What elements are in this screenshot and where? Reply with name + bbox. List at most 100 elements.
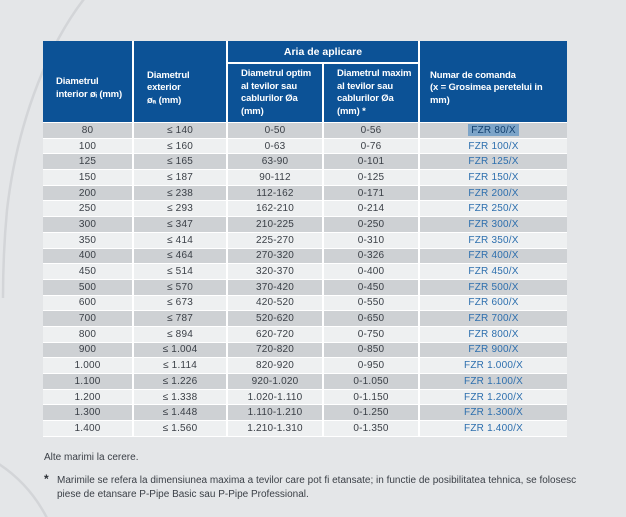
table-row: 300 ≤ 347 210-225 0-250 FZR 300/X (43, 217, 567, 233)
optimal-range-cell: 90-112 (228, 170, 324, 186)
order-number-link[interactable]: FZR 700/X (420, 311, 567, 327)
inner-diameter-cell: 80 (43, 123, 134, 139)
optimal-range-cell: 520-620 (228, 311, 324, 327)
order-number-link[interactable]: FZR 1.200/X (420, 389, 567, 406)
table-row: 200 ≤ 238 112-162 0-171 FZR 200/X (43, 185, 567, 202)
table-row: 1.200 ≤ 1.338 1.020-1.110 0-1.150 FZR 1.200/… (43, 389, 567, 406)
optimal-range-cell: 920-1.020 (228, 374, 324, 390)
outer-diameter-cell: ≤ 1.448 (134, 405, 228, 422)
order-number-link[interactable]: FZR 400/X (420, 248, 567, 265)
maximal-range-cell: 0-214 (324, 201, 420, 218)
outer-diameter-cell: ≤ 1.114 (134, 358, 228, 374)
header-line: (mm) (241, 105, 264, 117)
inner-diameter-cell: 1.200 (43, 389, 134, 406)
maximal-range-cell: 0-326 (324, 248, 420, 265)
order-number-link[interactable]: FZR 1.400/X (420, 421, 567, 437)
table-body: 80 ≤ 140 0-50 0-56 FZR 80/X 100 ≤ 160 0-63 0-76 F… (43, 123, 567, 437)
maximal-range-cell: 0-450 (324, 279, 420, 296)
order-number-link[interactable]: FZR 350/X (420, 232, 567, 249)
maximal-range-cell: 0-1.150 (324, 389, 420, 406)
outer-diameter-cell: ≤ 787 (134, 311, 228, 327)
header-line: interior øᵢ (mm) (56, 88, 122, 100)
inner-diameter-cell: 900 (43, 342, 134, 359)
header-application-area: Aria de aplicare (228, 41, 420, 64)
table-row: 700 ≤ 787 520-620 0-650 FZR 700/X (43, 311, 567, 327)
maximal-range-cell: 0-850 (324, 342, 420, 359)
header-line: al tevilor sau (337, 80, 393, 92)
footnote-text: Marimile se refera la dimensiunea maxima… (57, 474, 584, 501)
table-header: Diametrul interior øᵢ (mm) Diametrul ext… (43, 41, 567, 123)
header-line: Diametrul maxim (337, 68, 412, 79)
optimal-range-cell: 720-820 (228, 342, 324, 359)
optimal-range-cell: 370-420 (228, 279, 324, 296)
maximal-range-cell: 0-171 (324, 185, 420, 202)
order-number-link[interactable]: FZR 1.100/X (420, 374, 567, 390)
optimal-range-cell: 210-225 (228, 217, 324, 233)
order-number-link[interactable]: FZR 1.000/X (420, 358, 567, 374)
outer-diameter-cell: ≤ 1.226 (134, 374, 228, 390)
inner-diameter-cell: 800 (43, 326, 134, 343)
outer-diameter-cell: ≤ 514 (134, 264, 228, 280)
optimal-range-cell: 225-270 (228, 232, 324, 249)
inner-diameter-cell: 1.000 (43, 358, 134, 374)
optimal-range-cell: 162-210 (228, 201, 324, 218)
order-number-link[interactable]: FZR 150/X (420, 170, 567, 186)
optimal-range-cell: 0-63 (228, 138, 324, 155)
outer-diameter-cell: ≤ 570 (134, 279, 228, 296)
selected-order-number[interactable]: FZR 80/X (468, 124, 519, 137)
asterisk-marker: * (44, 472, 49, 486)
order-number-link[interactable]: FZR 1.300/X (420, 405, 567, 422)
order-number-link[interactable]: FZR 300/X (420, 217, 567, 233)
order-number-link[interactable]: FZR 80/X (420, 123, 567, 139)
order-number-link[interactable]: FZR 125/X (420, 154, 567, 171)
inner-diameter-cell: 1.300 (43, 405, 134, 422)
order-number-link[interactable]: FZR 600/X (420, 295, 567, 312)
order-number-link[interactable]: FZR 250/X (420, 201, 567, 218)
optimal-range-cell: 620-720 (228, 326, 324, 343)
inner-diameter-cell: 150 (43, 170, 134, 186)
outer-diameter-cell: ≤ 1.560 (134, 421, 228, 437)
maximal-range-cell: 0-550 (324, 295, 420, 312)
table-row: 600 ≤ 673 420-520 0-550 FZR 600/X (43, 295, 567, 312)
optimal-range-cell: 420-520 (228, 295, 324, 312)
order-number-link[interactable]: FZR 500/X (420, 279, 567, 296)
table-row: 250 ≤ 293 162-210 0-214 FZR 250/X (43, 201, 567, 218)
order-number-link[interactable]: FZR 800/X (420, 326, 567, 343)
outer-diameter-cell: ≤ 414 (134, 232, 228, 249)
inner-diameter-cell: 250 (43, 201, 134, 218)
header-line: Diametrul (56, 76, 99, 87)
header-line: exterior (147, 82, 181, 94)
optimal-range-cell: 820-920 (228, 358, 324, 374)
maximal-range-cell: 0-310 (324, 232, 420, 249)
footnote-line: piese de etansare P-Pipe Basic sau P-Pip… (57, 488, 309, 500)
optimal-range-cell: 1.110-1.210 (228, 405, 324, 422)
inner-diameter-cell: 125 (43, 154, 134, 171)
header-line: cablurilor Øa (337, 93, 394, 104)
inner-diameter-cell: 450 (43, 264, 134, 280)
inner-diameter-cell: 600 (43, 295, 134, 312)
order-number-link[interactable]: FZR 450/X (420, 264, 567, 280)
header-line: øₐ (mm) (147, 94, 182, 106)
outer-diameter-cell: ≤ 187 (134, 170, 228, 186)
order-number-link[interactable]: FZR 100/X (420, 138, 567, 155)
outer-diameter-cell: ≤ 673 (134, 295, 228, 312)
outer-diameter-cell: ≤ 1.338 (134, 389, 228, 406)
maximal-range-cell: 0-125 (324, 170, 420, 186)
inner-diameter-cell: 700 (43, 311, 134, 327)
order-number-link[interactable]: FZR 900/X (420, 342, 567, 359)
footnote-star-note: * Marimile se refera la dimensiunea maxi… (44, 472, 584, 501)
order-number-link[interactable]: FZR 200/X (420, 185, 567, 202)
table-row: 450 ≤ 514 320-370 0-400 FZR 450/X (43, 264, 567, 280)
table-row: 125 ≤ 165 63-90 0-101 FZR 125/X (43, 154, 567, 171)
table-row: 1.000 ≤ 1.114 820-920 0-950 FZR 1.000/X (43, 358, 567, 374)
header-outer-diameter: Diametrul exterior øₐ (mm) (134, 41, 228, 123)
note-other-sizes: Alte marimi la cerere. (44, 452, 139, 463)
optimal-range-cell: 270-320 (228, 248, 324, 265)
inner-diameter-cell: 300 (43, 217, 134, 233)
maximal-range-cell: 0-250 (324, 217, 420, 233)
header-line: mm) (430, 94, 450, 106)
header-line: Numar de comanda (430, 69, 516, 81)
maximal-range-cell: 0-101 (324, 154, 420, 171)
table-row: 1.100 ≤ 1.226 920-1.020 0-1.050 FZR 1.100/X (43, 374, 567, 390)
inner-diameter-cell: 1.100 (43, 374, 134, 390)
